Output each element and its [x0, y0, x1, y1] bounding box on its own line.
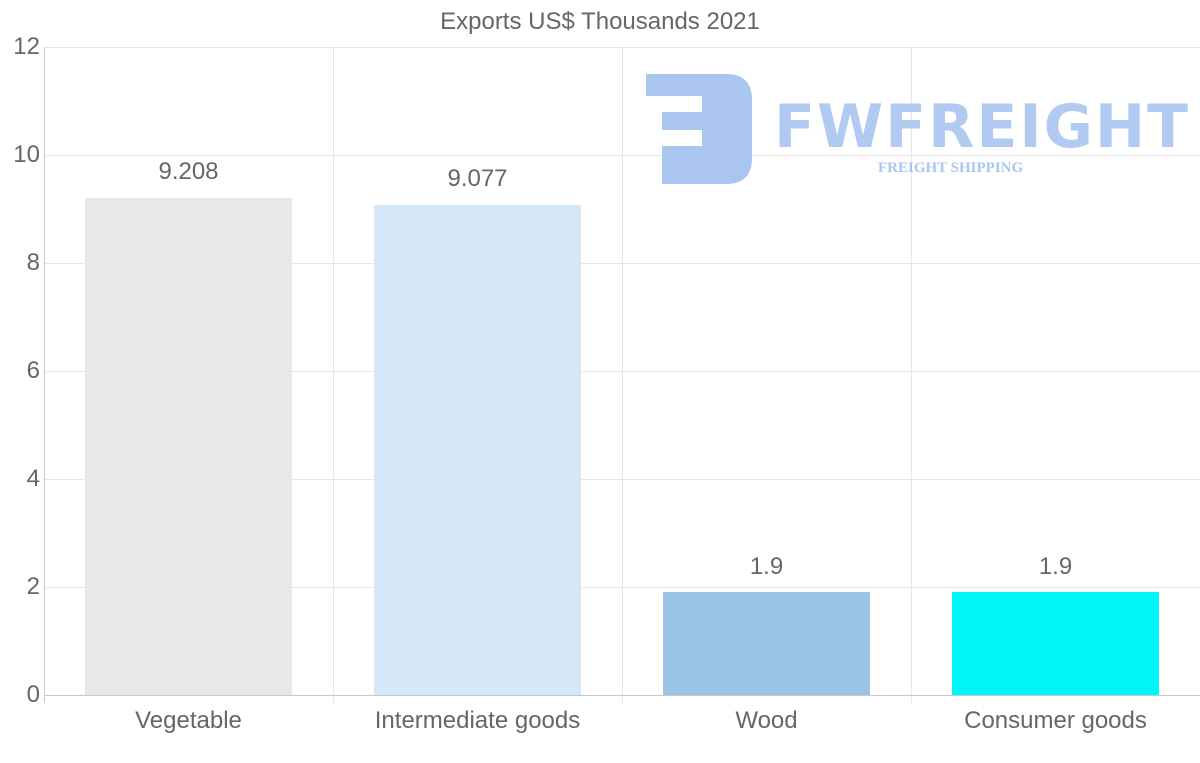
vgridline	[911, 47, 912, 703]
x-tick-label: Intermediate goods	[374, 707, 581, 734]
y-tick: 8	[26, 249, 40, 276]
bar-vegetable[interactable]	[85, 198, 292, 695]
x-tick-label: Consumer goods	[964, 707, 1147, 734]
chart-title: Exports US$ Thousands 2021	[440, 8, 760, 35]
plot-area: 9.208 9.077 1.9 1.9	[44, 47, 1200, 703]
bar-wood[interactable]	[663, 592, 870, 695]
y-tick: 12	[13, 33, 40, 60]
y-tick: 0	[26, 681, 40, 708]
x-tick-label: Vegetable	[135, 707, 242, 734]
value-label: 1.9	[1038, 553, 1073, 580]
y-tick: 6	[26, 357, 40, 384]
x-axis	[44, 695, 1200, 696]
x-tick-label: Wood	[735, 707, 798, 734]
y-tick: 10	[13, 141, 40, 168]
bar-consumer-goods[interactable]	[952, 592, 1159, 695]
vgridline	[333, 47, 334, 703]
y-tick: 4	[26, 465, 40, 492]
y-tick: 2	[26, 573, 40, 600]
bar-intermediate-goods[interactable]	[374, 205, 581, 695]
y-axis	[44, 47, 45, 703]
value-label: 9.208	[158, 158, 219, 185]
value-label: 9.077	[447, 165, 508, 192]
vgridline	[622, 47, 623, 703]
value-label: 1.9	[749, 553, 784, 580]
